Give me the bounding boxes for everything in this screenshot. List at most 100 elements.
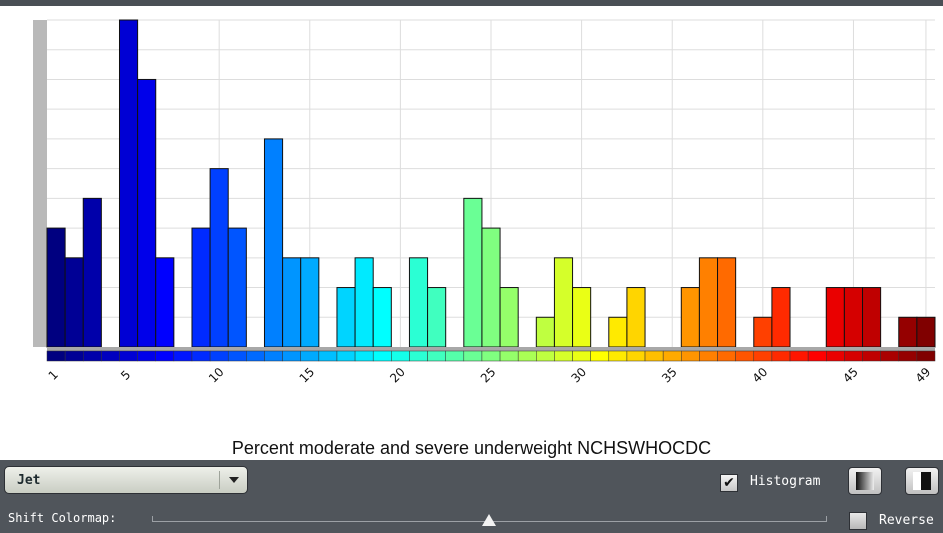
histogram-bar	[263, 138, 284, 348]
histogram-bar	[336, 287, 356, 348]
slider-end-tick-left	[152, 516, 153, 522]
colorbar-cell	[336, 350, 356, 362]
histogram-bar	[209, 168, 229, 348]
histogram-label: Histogram	[750, 474, 821, 489]
histogram-bar	[608, 316, 628, 348]
colorbar-cell	[300, 350, 320, 362]
slider-thumb-icon[interactable]	[482, 514, 496, 526]
shift-colormap-label: Shift Colormap:	[8, 511, 117, 525]
colorbar-cell	[536, 350, 555, 362]
colorbar-cell	[644, 350, 664, 362]
histogram-bar	[408, 257, 429, 348]
histogram-chart: 1 5 10 15 20 25 30 35 40 45 49	[0, 6, 943, 460]
gradient-icon	[856, 472, 874, 490]
x-tick-label: 1	[46, 368, 61, 383]
histogram-bar	[717, 257, 737, 348]
histogram-bar	[753, 316, 773, 348]
colorbar-cell	[771, 350, 791, 362]
histogram-bar	[463, 197, 483, 348]
colorbar-cell	[916, 350, 936, 362]
checkmark-icon: ✔	[723, 475, 735, 491]
colorbar-cell	[898, 350, 918, 362]
histogram-bar	[535, 316, 555, 348]
colorbar-cell	[191, 350, 211, 362]
x-tick-label: 45	[840, 365, 861, 386]
histogram-bar	[499, 287, 519, 348]
histogram-bar	[46, 227, 66, 348]
histogram-svg: 1 5 10 15 20 25 30 35 40 45 49	[33, 19, 936, 386]
colorbar-cell	[227, 350, 247, 362]
histogram-bar	[155, 257, 175, 348]
dropdown-divider	[219, 471, 220, 489]
slider-end-tick-right	[826, 516, 827, 522]
histogram-bar	[862, 287, 882, 348]
histogram-bar	[64, 257, 84, 348]
colorbar-cell	[137, 350, 156, 362]
colorbar-cell	[590, 350, 610, 362]
colorbar-cell	[735, 350, 755, 362]
colorbar-cell	[391, 350, 410, 362]
colorbar-cell	[427, 350, 446, 362]
colorbar-cell	[354, 350, 374, 362]
colorbar-cell	[119, 350, 138, 362]
histogram-bar	[680, 287, 700, 348]
gradient-mode-button[interactable]	[848, 467, 882, 495]
chevron-down-icon	[229, 477, 239, 483]
histogram-bar	[427, 287, 447, 348]
x-tick-label: 40	[750, 365, 771, 386]
reverse-checkbox[interactable]	[849, 512, 867, 530]
histogram-bar	[898, 316, 918, 348]
colormap-dropdown[interactable]: Jet	[4, 466, 248, 494]
y-axis-strip	[33, 20, 47, 347]
colorbar-cell	[554, 350, 573, 362]
x-tick-label: 35	[659, 365, 680, 386]
colorbar-cell	[481, 350, 501, 362]
x-tick-label: 5	[118, 368, 133, 383]
histogram-bar	[626, 287, 646, 348]
x-tick-label: 30	[568, 365, 589, 386]
colorbar-cell	[282, 350, 301, 362]
colorbar-cell	[463, 350, 483, 362]
x-tick-label: 15	[297, 365, 318, 386]
histogram-bar	[282, 257, 302, 348]
histogram-bar	[698, 257, 719, 348]
colorbar-cell	[699, 350, 718, 362]
x-tick-label: 49	[913, 365, 934, 386]
colorbar-cell	[862, 350, 881, 362]
colorbar-cell	[173, 350, 193, 362]
colorbar-cell	[608, 350, 628, 362]
controls-panel: Jet ✔ Histogram Shift Colormap: Reverse	[0, 460, 943, 533]
histogram-checkbox[interactable]: ✔	[720, 474, 738, 492]
colorbar-cell	[844, 350, 863, 362]
histogram-bar	[843, 287, 864, 348]
colorbar-cell	[155, 350, 175, 362]
histogram-bar	[300, 257, 320, 348]
histogram-bar	[771, 287, 791, 348]
colorbar-cell	[246, 350, 265, 362]
colorbar-cell	[82, 350, 102, 362]
colorbar-cell	[445, 350, 465, 362]
colorbar-cell	[662, 350, 682, 362]
histogram-bar	[82, 197, 102, 348]
histogram-bar	[481, 227, 501, 348]
split-mode-button[interactable]	[905, 467, 939, 495]
histogram-bar	[191, 227, 211, 348]
colorbar-cell	[789, 350, 809, 362]
histogram-bar	[553, 257, 574, 348]
colorbar-cell	[681, 350, 700, 362]
colorbar-cell	[64, 350, 84, 362]
histogram-bar	[118, 19, 139, 348]
colorbar-cell	[372, 350, 392, 362]
top-bar	[0, 0, 943, 6]
colorbar-cell	[572, 350, 591, 362]
colorbar-cell	[499, 350, 519, 362]
colorbar-cell	[753, 350, 773, 362]
colorbar-cell	[264, 350, 283, 362]
histogram-bar	[916, 316, 936, 348]
colorbar-cell	[101, 350, 120, 362]
x-tick-label: 25	[478, 365, 499, 386]
colorbar-cell	[517, 350, 537, 362]
colormap-selected-value: Jet	[17, 473, 41, 488]
colorbar-cell	[409, 350, 428, 362]
histogram-baseline	[47, 347, 935, 351]
